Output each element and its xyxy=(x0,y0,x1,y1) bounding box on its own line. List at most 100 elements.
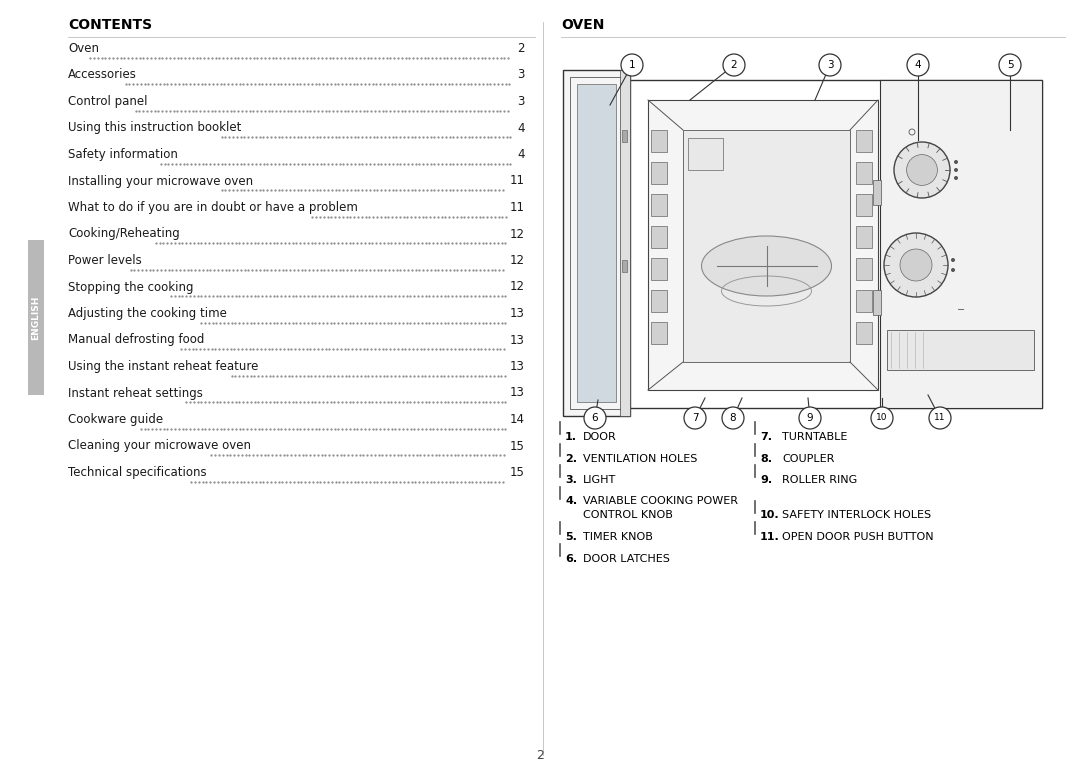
Circle shape xyxy=(870,407,893,429)
Circle shape xyxy=(907,54,929,76)
Text: 4.: 4. xyxy=(565,497,577,507)
Bar xyxy=(856,162,872,184)
Text: 11.: 11. xyxy=(760,532,780,542)
Circle shape xyxy=(799,407,821,429)
Text: Safety information: Safety information xyxy=(68,148,178,161)
Text: 11: 11 xyxy=(934,414,946,422)
Text: −: − xyxy=(957,305,966,315)
Text: Cookware guide: Cookware guide xyxy=(68,413,163,426)
Circle shape xyxy=(584,407,606,429)
Text: Cleaning your microwave oven: Cleaning your microwave oven xyxy=(68,439,251,453)
Bar xyxy=(856,258,872,280)
Bar xyxy=(873,180,881,205)
Text: Adjusting the cooking time: Adjusting the cooking time xyxy=(68,307,227,320)
Text: 6.: 6. xyxy=(565,554,577,564)
Text: CONTENTS: CONTENTS xyxy=(68,18,152,32)
Bar xyxy=(651,162,667,184)
Text: 7: 7 xyxy=(691,413,699,423)
Circle shape xyxy=(684,407,706,429)
Text: 2: 2 xyxy=(536,749,544,762)
Text: 4: 4 xyxy=(915,60,921,70)
Circle shape xyxy=(894,142,950,198)
Text: 4: 4 xyxy=(517,121,525,135)
Text: OPEN DOOR PUSH BUTTON: OPEN DOOR PUSH BUTTON xyxy=(782,532,933,542)
Bar xyxy=(622,130,627,142)
Text: 7.: 7. xyxy=(760,432,772,442)
Text: What to do if you are in doubt or have a problem: What to do if you are in doubt or have a… xyxy=(68,201,357,214)
Text: Accessories: Accessories xyxy=(68,69,137,81)
Circle shape xyxy=(723,54,745,76)
Text: 4: 4 xyxy=(517,148,525,161)
Text: 8: 8 xyxy=(730,413,737,423)
Circle shape xyxy=(954,160,958,164)
Text: Installing your microwave oven: Installing your microwave oven xyxy=(68,174,253,188)
Text: 11: 11 xyxy=(510,201,525,214)
Circle shape xyxy=(954,168,958,172)
Bar xyxy=(688,138,723,170)
Text: 10: 10 xyxy=(876,414,888,422)
Text: 5.: 5. xyxy=(565,532,577,542)
Text: 12: 12 xyxy=(510,228,525,241)
Text: 10.: 10. xyxy=(760,511,780,521)
Text: 8.: 8. xyxy=(760,454,772,464)
Bar xyxy=(856,130,872,152)
Text: 15: 15 xyxy=(510,439,525,453)
Text: Power levels: Power levels xyxy=(68,254,141,267)
Circle shape xyxy=(819,54,841,76)
Text: Instant reheat settings: Instant reheat settings xyxy=(68,386,203,400)
Text: Oven: Oven xyxy=(68,42,99,55)
Bar xyxy=(887,330,1034,370)
Circle shape xyxy=(906,155,937,185)
Text: 13: 13 xyxy=(510,307,525,320)
Bar xyxy=(651,226,667,248)
Text: Using this instruction booklet: Using this instruction booklet xyxy=(68,121,241,135)
Ellipse shape xyxy=(702,236,832,296)
Text: LIGHT: LIGHT xyxy=(583,475,617,485)
Text: 3: 3 xyxy=(826,60,834,70)
Circle shape xyxy=(885,233,948,297)
Text: Technical specifications: Technical specifications xyxy=(68,466,206,479)
Bar xyxy=(648,100,878,390)
Text: 2.: 2. xyxy=(565,454,577,464)
Bar xyxy=(873,290,881,315)
Circle shape xyxy=(951,268,955,272)
Bar xyxy=(651,322,667,344)
Text: 3: 3 xyxy=(517,95,525,108)
Text: TURNTABLE: TURNTABLE xyxy=(782,432,848,442)
Text: 2: 2 xyxy=(731,60,738,70)
Text: OVEN: OVEN xyxy=(561,18,605,32)
Bar xyxy=(856,290,872,312)
Bar xyxy=(880,80,1042,408)
Text: 12: 12 xyxy=(510,281,525,293)
Text: 15: 15 xyxy=(510,466,525,479)
Text: Using the instant reheat feature: Using the instant reheat feature xyxy=(68,360,258,373)
Circle shape xyxy=(621,54,643,76)
Text: 9.: 9. xyxy=(760,475,772,485)
Text: 6: 6 xyxy=(592,413,598,423)
Text: Control panel: Control panel xyxy=(68,95,148,108)
Circle shape xyxy=(723,407,744,429)
Bar xyxy=(28,240,44,395)
Bar xyxy=(590,80,1042,408)
Circle shape xyxy=(954,176,958,180)
Text: TIMER KNOB: TIMER KNOB xyxy=(583,532,653,542)
Bar xyxy=(651,194,667,216)
Text: 13: 13 xyxy=(510,360,525,373)
Text: DOOR LATCHES: DOOR LATCHES xyxy=(583,554,670,564)
Bar xyxy=(651,130,667,152)
Text: 11: 11 xyxy=(510,174,525,188)
Text: 1.: 1. xyxy=(565,432,577,442)
Bar xyxy=(651,290,667,312)
Text: ROLLER RING: ROLLER RING xyxy=(782,475,858,485)
Bar xyxy=(620,70,630,416)
Text: VARIABLE COOKING POWER: VARIABLE COOKING POWER xyxy=(583,497,738,507)
Circle shape xyxy=(900,249,932,281)
Bar xyxy=(651,258,667,280)
Text: Stopping the cooking: Stopping the cooking xyxy=(68,281,193,293)
Text: Manual defrosting food: Manual defrosting food xyxy=(68,333,204,346)
Circle shape xyxy=(929,407,951,429)
Text: DOOR: DOOR xyxy=(583,432,617,442)
Circle shape xyxy=(951,258,955,262)
Bar xyxy=(683,130,850,362)
Text: Cooking/Reheating: Cooking/Reheating xyxy=(68,228,179,241)
